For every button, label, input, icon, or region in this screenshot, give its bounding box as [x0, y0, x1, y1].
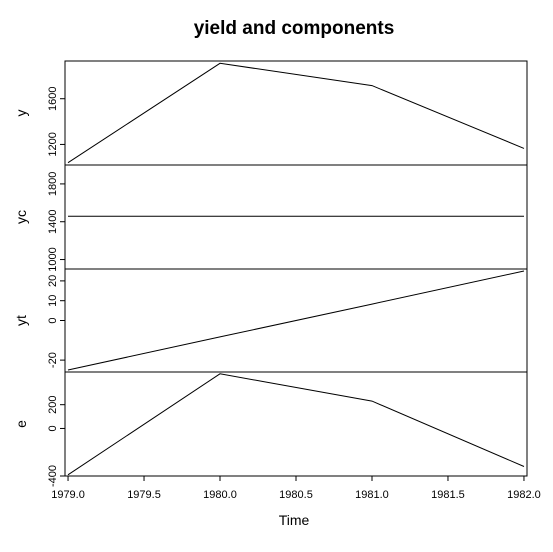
panel-yt: -20 0 10 20 yt	[13, 268, 528, 373]
chart-title: yield and components	[194, 18, 395, 39]
panel-frame	[64, 60, 528, 166]
y-tick-label: 1400	[47, 209, 59, 233]
x-axis: 1979.0 1979.5 1980.0 1980.5 1981.0 1981.5 1982…	[51, 476, 541, 501]
x-axis-label: Time	[279, 512, 310, 528]
y-tick-label: 0	[47, 317, 59, 323]
x-tick-label: 1980.5	[279, 489, 313, 501]
y-tick-label: 1600	[47, 86, 59, 110]
y-tick-label: 1000	[47, 247, 59, 271]
series-line-y	[67, 62, 525, 164]
panel-frame	[64, 164, 528, 270]
panel-yc: 1000 1400 1800 yc	[13, 164, 528, 272]
y-axis-label-yc: yc	[13, 210, 29, 224]
y-axis-label-yt: yt	[13, 315, 29, 326]
series-line-e	[67, 373, 525, 476]
y-tick-label: 10	[47, 295, 59, 307]
y-axis-label-y: y	[13, 110, 29, 117]
y-tick-label: 1800	[47, 172, 59, 196]
x-tick-label: 1980.0	[203, 489, 237, 501]
panel-e: -400 0 200 e	[13, 371, 528, 487]
y-tick-label: -20	[47, 352, 59, 368]
y-tick-label: 200	[47, 396, 59, 414]
y-tick-label: 20	[47, 275, 59, 287]
x-tick-label: 1981.0	[355, 489, 389, 501]
panels-group: 1200 1600 y 1000 1400 1800 yc -20 0 10 20 yt -400 0 20…	[13, 60, 528, 487]
x-tick-label: 1979.5	[127, 489, 161, 501]
panel-y: 1200 1600 y	[13, 60, 528, 166]
x-tick-label: 1981.5	[431, 489, 465, 501]
y-tick-label: 1200	[47, 132, 59, 156]
y-tick-label: -400	[47, 465, 59, 487]
x-tick-label: 1982.0	[507, 489, 541, 501]
series-line-yt	[67, 270, 525, 371]
y-axis-label-e: e	[13, 420, 29, 428]
y-tick-label: 0	[47, 425, 59, 431]
x-tick-label: 1979.0	[51, 489, 85, 501]
